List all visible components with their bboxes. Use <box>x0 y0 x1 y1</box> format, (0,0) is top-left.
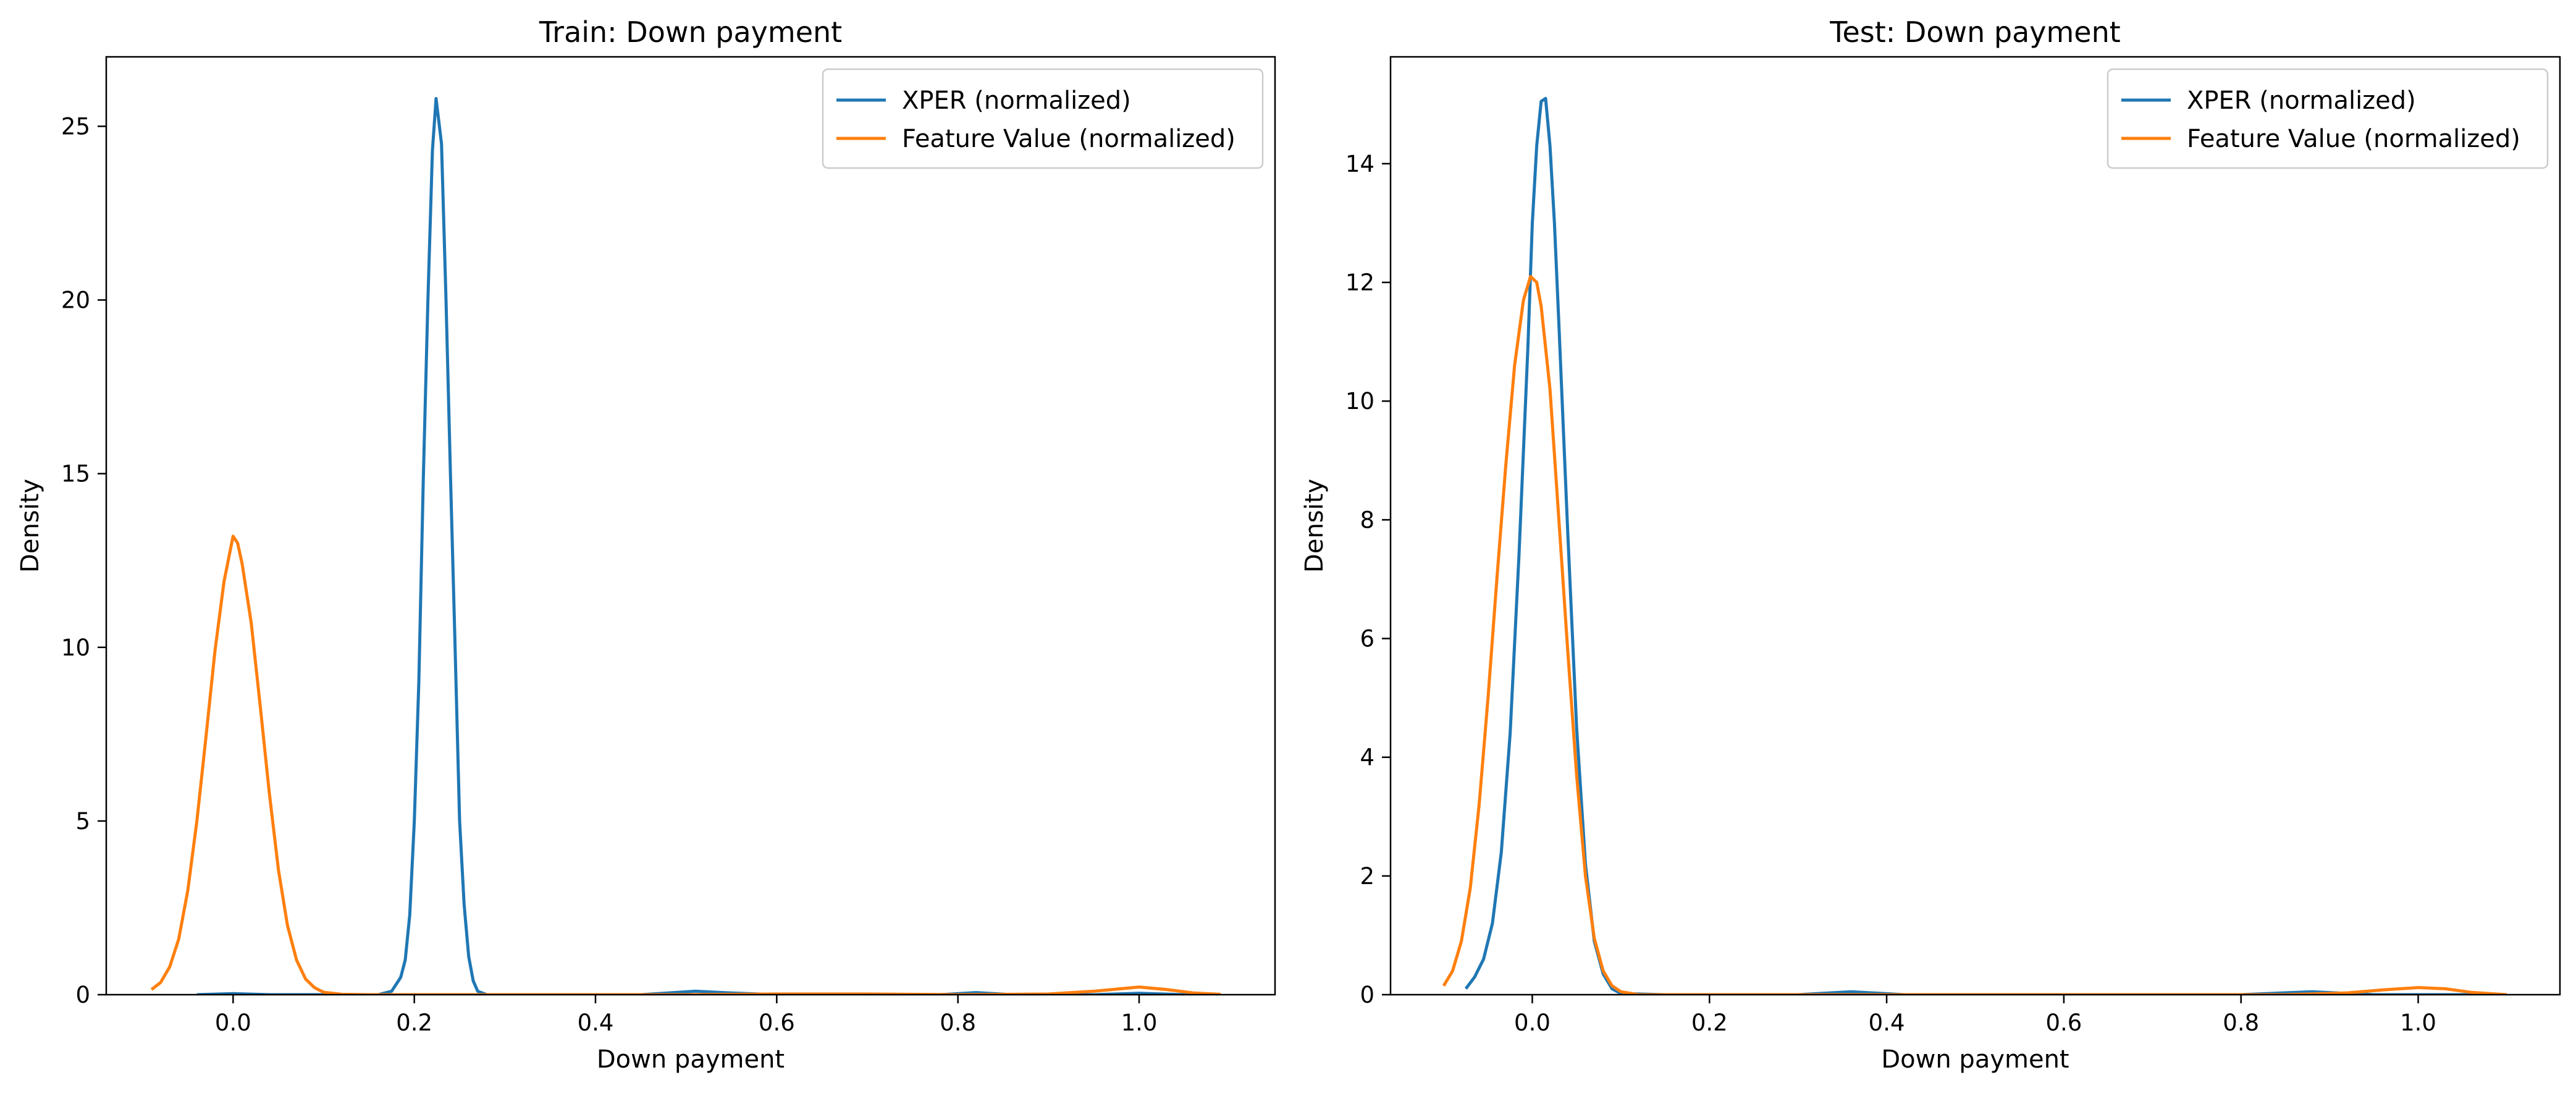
x-tick-label: 0.2 <box>396 1010 432 1036</box>
x-tick-label: 0.4 <box>1869 1010 1905 1036</box>
series-line-feature-value <box>150 534 1221 995</box>
x-tick-label: 0.6 <box>759 1010 795 1036</box>
y-tick-label: 2 <box>1360 863 1374 890</box>
x-axis-label: Down payment <box>1881 1045 2069 1074</box>
x-tick-label: 0.8 <box>940 1010 976 1036</box>
series-line-xper <box>196 97 1221 995</box>
legend-label: XPER (normalized) <box>2187 86 2416 115</box>
x-tick-label: 0.0 <box>215 1010 251 1036</box>
y-tick-label: 10 <box>61 634 90 661</box>
y-tick-label: 8 <box>1360 507 1374 533</box>
x-tick-label: 1.0 <box>1121 1010 1158 1036</box>
series-group <box>1442 96 2507 995</box>
y-tick-label: 6 <box>1360 626 1374 652</box>
series-line-xper <box>1464 96 2507 995</box>
legend-label: Feature Value (normalized) <box>2187 125 2520 153</box>
x-tick-label: 0.8 <box>2223 1010 2259 1036</box>
plot-frame <box>105 56 1276 996</box>
chart-title: Test: Down payment <box>1829 15 2121 49</box>
legend: XPER (normalized) Feature Value (normaliz… <box>2107 68 2549 169</box>
legend-box <box>822 68 1264 169</box>
legend: XPER (normalized) Feature Value (normaliz… <box>822 68 1264 169</box>
y-tick-label: 12 <box>1345 269 1374 296</box>
y-tick-label: 14 <box>1345 151 1374 177</box>
series-line-feature-value <box>1442 275 2507 995</box>
y-axis-label: Density <box>16 479 44 573</box>
x-tick-label: 0.2 <box>1691 1010 1728 1036</box>
y-tick-label: 15 <box>61 461 90 487</box>
y-axis-label: Density <box>1300 479 1329 573</box>
y-tick-label: 5 <box>75 808 90 835</box>
y-tick-label: 25 <box>61 113 90 140</box>
x-axis-label: Down payment <box>597 1045 785 1074</box>
legend-label: XPER (normalized) <box>902 86 1131 115</box>
legend-label: Feature Value (normalized) <box>902 125 1235 153</box>
x-tick-label: 0.0 <box>1514 1010 1551 1036</box>
y-tick-label: 4 <box>1360 744 1374 771</box>
y-tick-label: 20 <box>61 287 90 314</box>
x-tick-label: 1.0 <box>2400 1010 2436 1036</box>
y-tick-label: 10 <box>1345 388 1374 415</box>
chart-title: Train: Down payment <box>539 15 842 49</box>
y-tick-label: 0 <box>1360 982 1374 1008</box>
series-group <box>150 97 1221 995</box>
x-tick-label: 0.6 <box>2045 1010 2082 1036</box>
panel-test: 0.0 0.2 0.4 0.6 0.8 1.0 0 2 4 6 8 10 12 14 Test: Down … <box>1300 15 2561 1074</box>
plot-frame <box>1389 56 2561 996</box>
x-tick-label: 0.4 <box>578 1010 614 1036</box>
panel-train: 0.0 0.2 0.4 0.6 0.8 1.0 0 5 10 15 20 25 Train: Down … <box>16 15 1276 1074</box>
y-tick-label: 0 <box>75 982 90 1008</box>
legend-box <box>2107 68 2549 169</box>
